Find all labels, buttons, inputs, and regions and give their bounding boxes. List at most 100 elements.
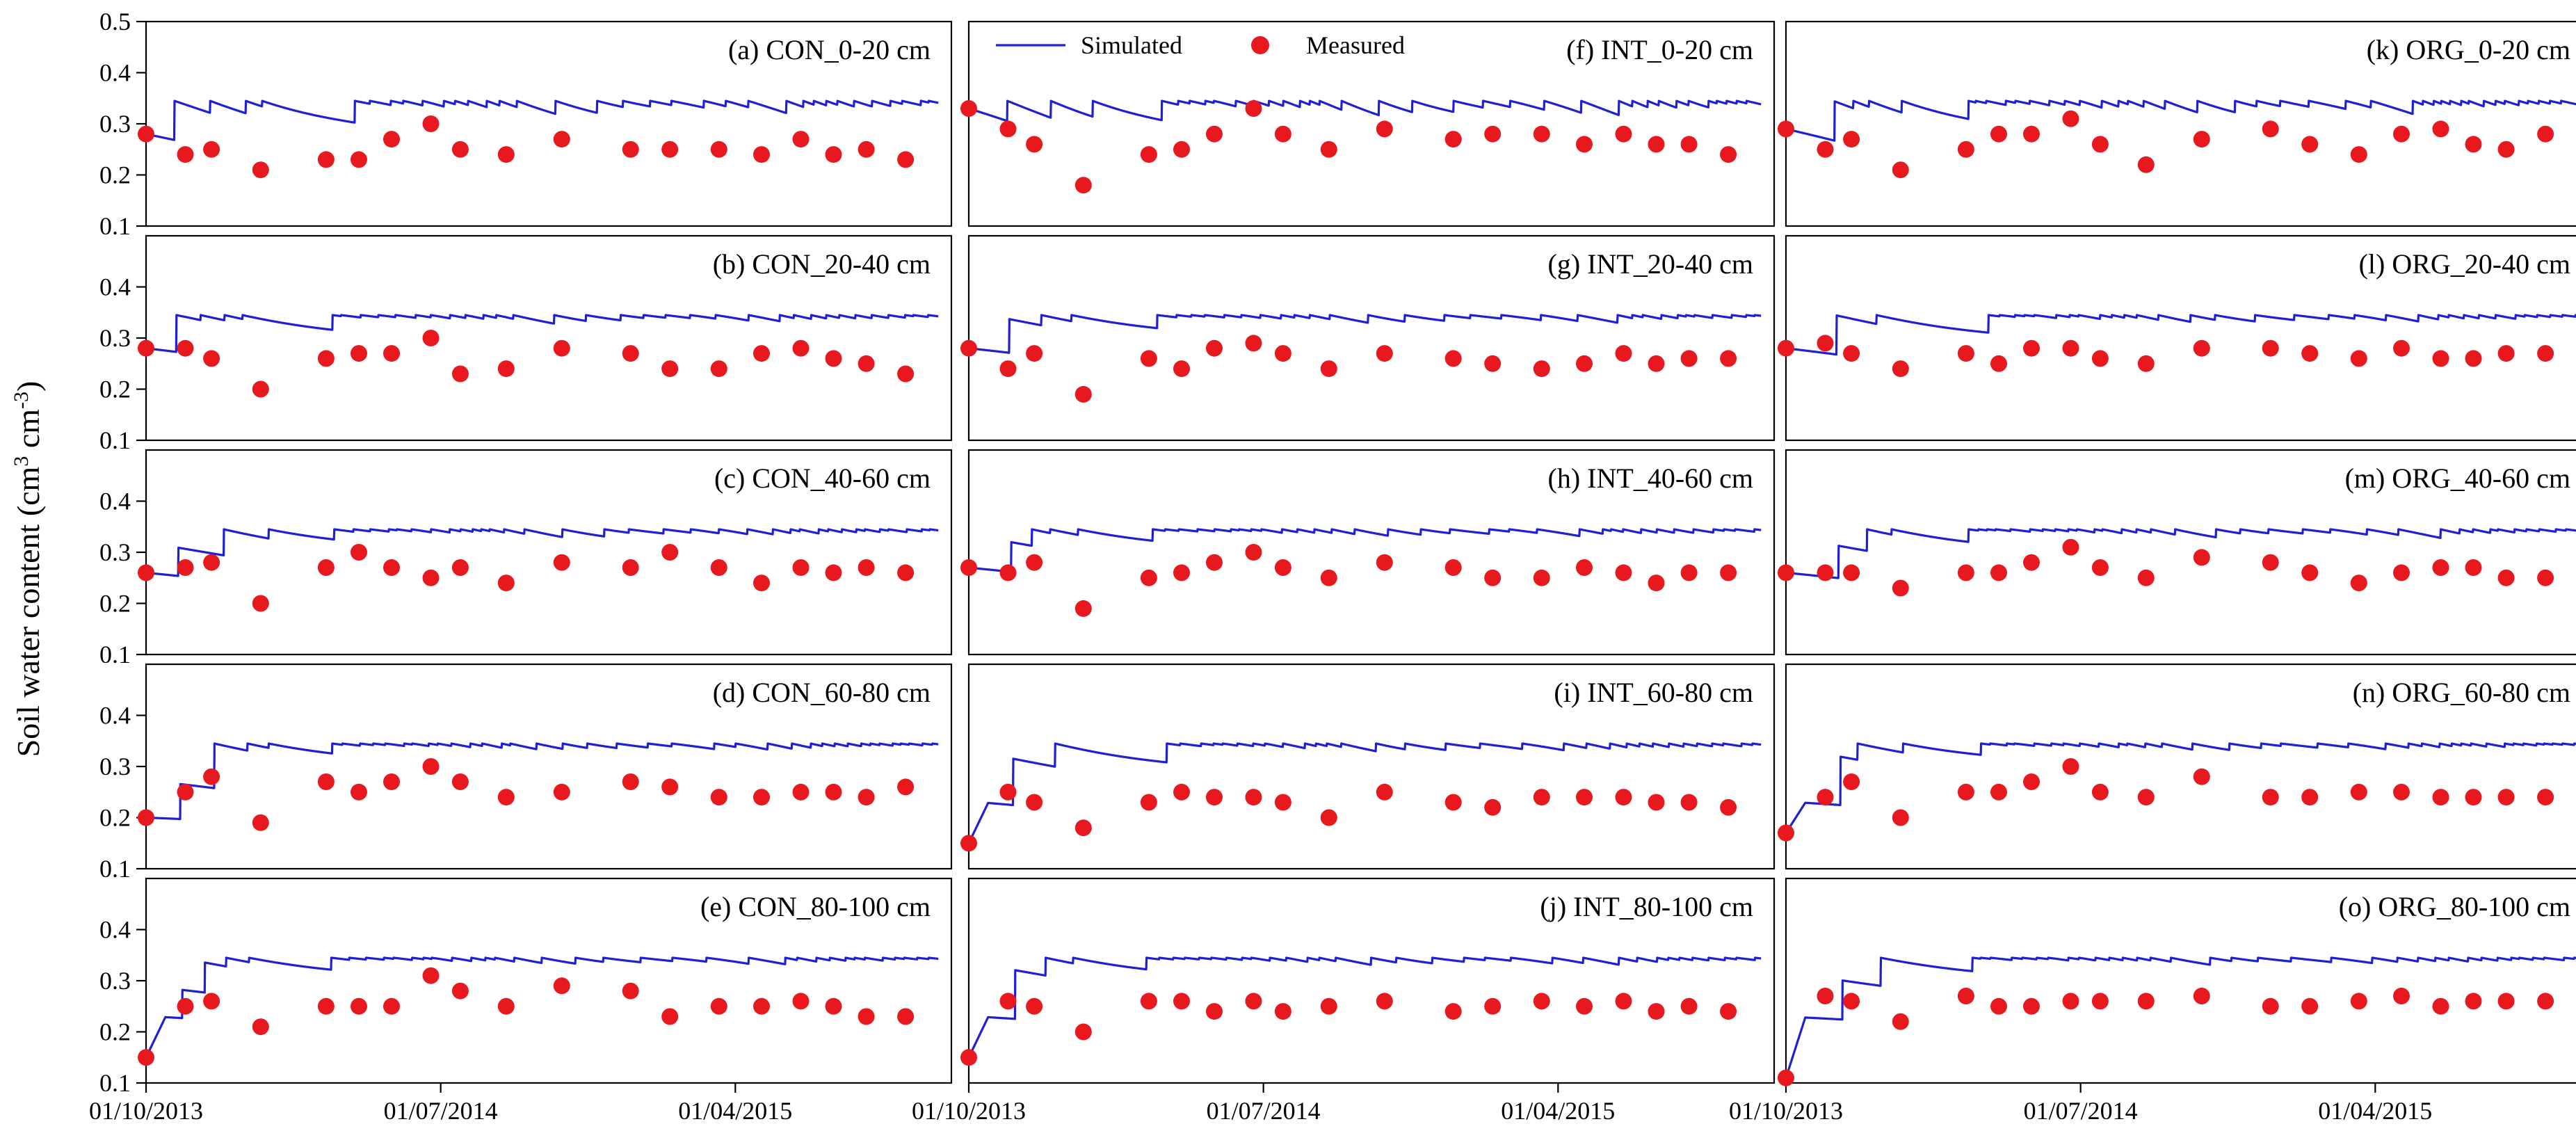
panel-title: (o) ORG_80-100 cm: [2339, 891, 2570, 922]
measured-point: [1245, 544, 1262, 561]
x-tick-label: 01/04/2015: [2318, 1097, 2432, 1125]
measured-point: [1990, 783, 2007, 801]
panel-title: (l) ORG_20-40 cm: [2359, 248, 2570, 280]
measured-point: [1245, 993, 1262, 1010]
measured-point: [1376, 120, 1393, 138]
measured-point: [661, 141, 679, 158]
measured-point: [1074, 177, 1092, 194]
measured-point: [2350, 575, 2367, 592]
measured-point: [1533, 569, 1550, 586]
measured-point: [2091, 559, 2109, 576]
panel-frame: [967, 663, 1776, 870]
measured-point: [960, 339, 977, 357]
measured-point: [351, 345, 367, 362]
measured-point: [1376, 783, 1393, 801]
measured-point: [1484, 125, 1502, 143]
y-tick-label: 0.1: [99, 212, 131, 240]
measured-point: [1206, 554, 1223, 571]
measured-point: [1778, 339, 1794, 357]
measured-point: [897, 778, 915, 796]
measured-point: [553, 339, 570, 357]
y-tick-label: 0.2: [99, 1018, 131, 1046]
measured-point: [2262, 997, 2279, 1015]
panel-l: (l) ORG_20-40 cm: [1778, 234, 2576, 442]
measured-point: [622, 982, 639, 999]
y-tick-label: 0.2: [99, 590, 131, 618]
simulated-line: [145, 99, 940, 141]
measured-point: [2137, 993, 2155, 1010]
measured-point: [2301, 564, 2319, 581]
measured-point: [1245, 100, 1262, 117]
measured-point: [1533, 125, 1550, 143]
measured-point: [2432, 789, 2449, 806]
measured-point: [1320, 569, 1337, 586]
panel-frame: [967, 877, 1776, 1084]
measured-point: [553, 131, 570, 148]
panel-i: (i) INT_60-80 cm: [960, 663, 1776, 870]
y-tick-label: 0.2: [99, 804, 131, 832]
panel-grid: 0.10.20.30.40.5(a) CON_0-20 cm0.10.20.30…: [89, 8, 2576, 1125]
measured-point: [2432, 350, 2449, 367]
measured-point: [2497, 569, 2515, 586]
measured-point: [710, 789, 727, 806]
panel-title: (e) CON_80-100 cm: [700, 891, 931, 922]
y-label-sup1: 3: [10, 456, 33, 467]
measured-point: [2262, 554, 2279, 571]
measured-point: [2137, 789, 2155, 806]
measured-point: [203, 554, 220, 571]
measured-point: [2301, 789, 2319, 806]
panel-j: 01/10/2013 01/07/2014 01/04/2015 (j) INT_80…: [912, 877, 1776, 1125]
measured-point: [2301, 345, 2319, 362]
measured-point: [422, 758, 440, 775]
measured-point: [2465, 789, 2482, 806]
measured-point: [203, 141, 220, 158]
panel-frame: [967, 20, 1776, 227]
measured-point: [999, 564, 1017, 581]
measured-point: [451, 773, 469, 790]
measured-point: [960, 835, 977, 852]
panel-title: (a) CON_0-20 cm: [728, 34, 931, 65]
y-tick-label: 0.4: [99, 59, 131, 87]
measured-point: [2091, 993, 2109, 1010]
measured-point: [177, 783, 194, 801]
panel-frame: [1785, 877, 2576, 1084]
y-tick-label: 0.3: [99, 538, 131, 566]
panel-e: 0.1 0.2 0.3 0.4 01/10/2013 01/07/2014 01/04/20…: [89, 877, 953, 1125]
measured-point: [1274, 559, 1291, 576]
panel-n: (n) ORG_60-80 cm: [1778, 663, 2576, 870]
measured-point: [451, 365, 469, 383]
measured-point: [1957, 141, 1974, 158]
simulated-line: [1785, 99, 2576, 142]
simulated-line: [967, 314, 1762, 354]
x-tick-label: 01/10/2013: [1729, 1097, 1843, 1125]
measured-point: [1817, 564, 1834, 581]
measured-point: [497, 360, 515, 378]
measured-point: [317, 773, 335, 790]
measured-point: [2062, 758, 2079, 775]
measured-point: [2393, 988, 2410, 1004]
panel-b: 0.1 0.2 0.3 0.4 (b) CON_20-40 cm: [99, 234, 953, 454]
measured-point: [1026, 136, 1043, 153]
measured-point: [1817, 789, 1834, 806]
measured-point: [252, 1018, 269, 1036]
panel-d: 0.1 0.2 0.3 0.4 (d) CON_60-80 cm: [99, 663, 953, 883]
measured-point: [2537, 125, 2554, 143]
measured-point: [2193, 339, 2210, 357]
measured-point: [1843, 345, 1860, 362]
y-tick-label: 0.1: [99, 855, 131, 883]
measured-point: [1026, 794, 1043, 811]
measured-point: [1533, 789, 1550, 806]
measured-point: [858, 355, 875, 372]
measured-point: [1680, 136, 1698, 153]
measured-point: [2023, 554, 2040, 571]
y-tick-label: 0.2: [99, 161, 131, 189]
legend: Simulated Measured: [996, 31, 1405, 59]
measured-point: [1074, 1023, 1092, 1041]
measured-point: [710, 559, 727, 576]
measured-point: [2465, 559, 2482, 576]
measured-point: [1892, 579, 1909, 597]
measured-point: [422, 967, 440, 984]
measured-point: [1957, 783, 1974, 801]
measured-point: [2497, 789, 2515, 806]
measured-point: [622, 559, 639, 576]
